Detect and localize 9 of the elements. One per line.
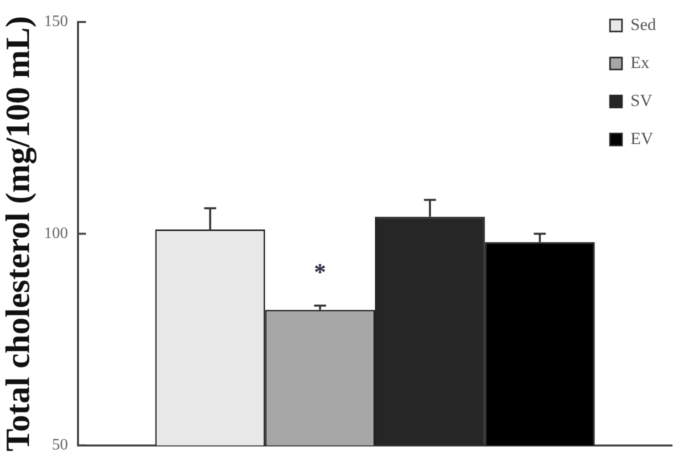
legend-label: Sed bbox=[630, 14, 656, 34]
legend-label: EV bbox=[630, 128, 654, 148]
legend-label: SV bbox=[630, 90, 653, 110]
y-tick-label: 150 bbox=[44, 13, 68, 30]
legend-label: Ex bbox=[630, 52, 650, 72]
annotation: * bbox=[314, 260, 326, 286]
y-axis-title: Total cholesterol (mg/100 mL) bbox=[0, 16, 38, 452]
y-tick-label: 100 bbox=[44, 224, 68, 242]
y-tick-label: 50 bbox=[52, 436, 68, 454]
